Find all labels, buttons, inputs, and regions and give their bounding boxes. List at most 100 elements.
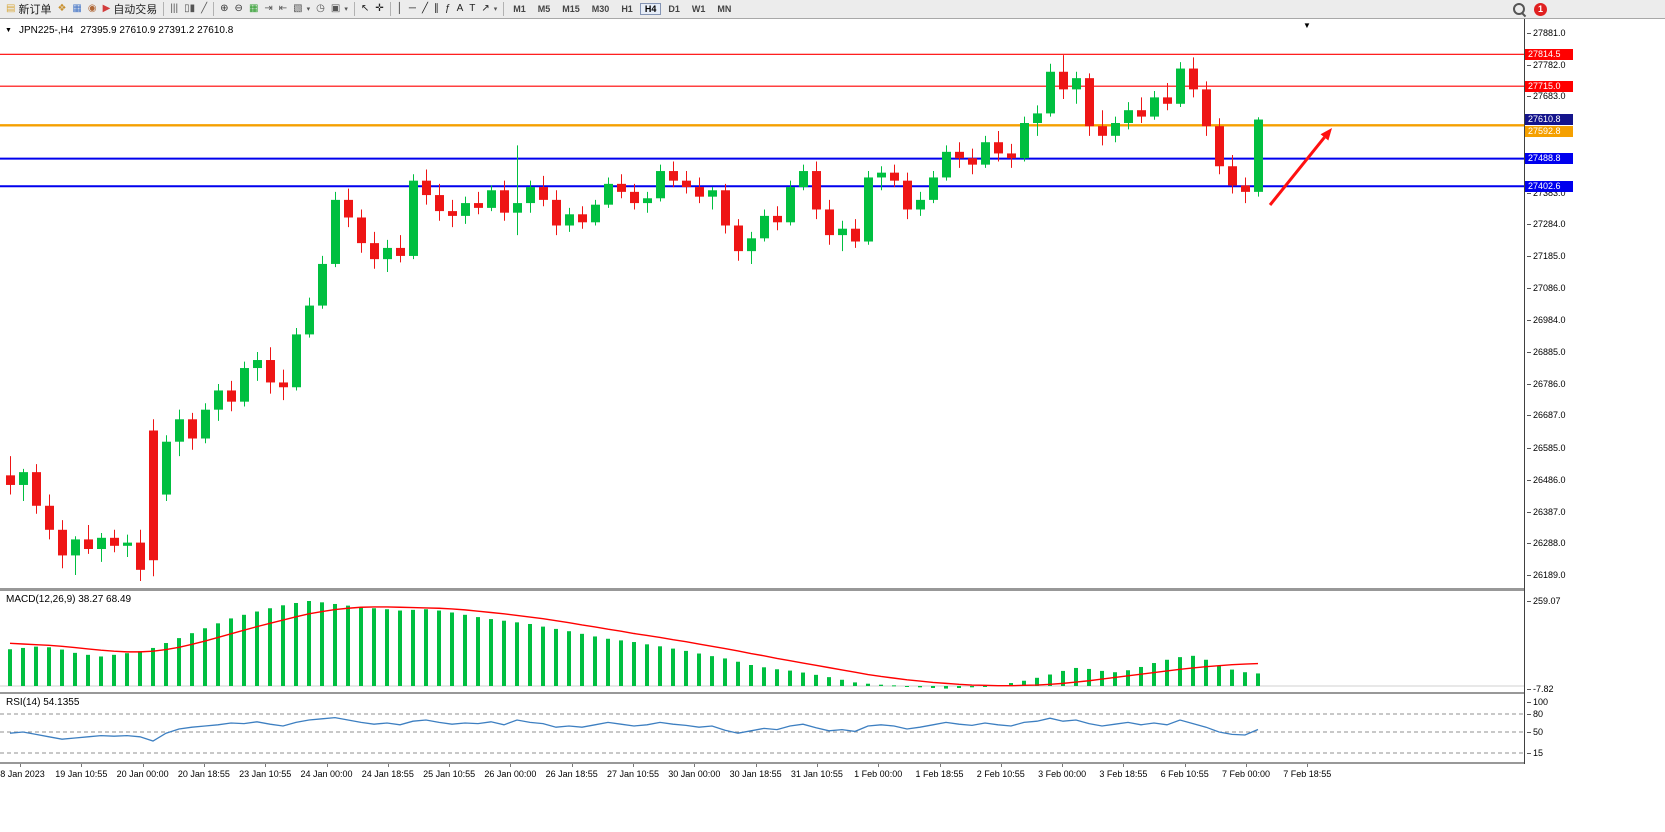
toolbar: ▤ 新订单 ❖ ▦ ◉ ▶ 自动交易 ||| ▯▮ ╱ ⊕ ⊖ ▦ ⇥ ⇤ ▧ ▾ ◷ ▣ ▾ ↖ ✛ │ ─ ╱ ∥ ƒ A T ↗ ▾ M…	[0, 0, 1665, 19]
time-label: 27 Jan 10:55	[606, 769, 660, 779]
toolbar-right: 1	[1512, 2, 1547, 16]
panel-splitter[interactable]	[0, 762, 1665, 764]
rsi-chart[interactable]	[0, 694, 1524, 762]
candle	[539, 175, 548, 207]
zoom-in-button[interactable]: ⊕	[217, 1, 231, 18]
candlestick-chart[interactable]	[0, 19, 1524, 588]
macd-bar	[47, 647, 51, 686]
new-chart-button[interactable]: ▧ ▾	[290, 1, 313, 18]
search-icon[interactable]	[1512, 2, 1526, 16]
horizontal-line-button[interactable]: ─	[406, 1, 419, 18]
line-chart-icon: ╱	[201, 3, 208, 14]
toolbar-separator	[389, 2, 391, 16]
time-label: 3 Feb 18:55	[1099, 769, 1148, 779]
time-tick	[510, 764, 512, 767]
macd-bar	[8, 649, 12, 686]
crosshair-button[interactable]: ✛	[372, 1, 386, 18]
rsi-axis-label: 15	[1527, 748, 1543, 758]
timeframe-M5[interactable]: M5	[537, 4, 551, 14]
timeframe-H1[interactable]: H1	[621, 4, 633, 14]
timeframe-M1[interactable]: M1	[513, 4, 526, 14]
time-label: 25 Jan 10:55	[423, 769, 476, 779]
panel-splitter[interactable]	[0, 692, 1665, 694]
macd-bar	[1256, 673, 1260, 686]
current-price-tag: 27610.8	[1525, 114, 1573, 126]
text-button[interactable]: A	[454, 1, 467, 18]
candle	[500, 180, 509, 221]
timeframe-MN[interactable]: MN	[717, 4, 732, 14]
timeframe-D1[interactable]: D1	[668, 4, 680, 14]
macd-bar	[1243, 672, 1247, 686]
trendline-icon: ╱	[421, 3, 428, 14]
new-order-button-label: 新订单	[18, 4, 52, 16]
timeframe-W1[interactable]: W1	[691, 4, 706, 14]
macd-bar	[463, 614, 467, 686]
timeframe-M15[interactable]: M15	[562, 4, 580, 14]
macd-chart[interactable]	[0, 591, 1524, 692]
text-icon: A	[456, 3, 464, 14]
chart-shift-button[interactable]: ⇤	[276, 1, 290, 18]
autotrading-button[interactable]: ▶ 自动交易	[100, 1, 161, 18]
candlestick-chart-icon: ▯▮	[184, 3, 196, 14]
candle	[305, 297, 314, 338]
timeframe-M30[interactable]: M30	[591, 4, 610, 14]
tile-windows-button[interactable]: ▦	[246, 1, 261, 18]
candle	[1020, 116, 1029, 162]
trend-arrow[interactable]	[1268, 128, 1332, 206]
candles-chart-button[interactable]: ▯▮	[181, 1, 198, 18]
macd-panel[interactable]: MACD(12,26,9) 38.27 68.49	[0, 591, 1524, 692]
macd-bar	[385, 609, 389, 686]
chart-title: ▼ JPN225-,H4 27395.9 27610.9 27391.2 276…	[5, 25, 233, 36]
price-tick-label: 26387.0	[1527, 507, 1566, 517]
macd-bar	[723, 658, 727, 686]
new-order-button[interactable]: ▤ 新订单	[3, 1, 54, 18]
text-label-button[interactable]: T	[466, 1, 478, 18]
price-tick-label: 26486.0	[1527, 475, 1566, 485]
main-chart-panel[interactable]: ▼ JPN225-,H4 27395.9 27610.9 27391.2 276…	[0, 19, 1524, 588]
auto-scroll-button[interactable]: ⇥	[261, 1, 275, 18]
macd-bar	[749, 665, 753, 686]
zoom-out-button[interactable]: ⊖	[232, 1, 246, 18]
line-chart-button[interactable]: ╱	[198, 1, 210, 18]
candle	[32, 464, 41, 514]
candle	[227, 380, 236, 412]
macd-bar	[892, 685, 896, 687]
channel-button[interactable]: ∥	[431, 1, 442, 18]
candle	[851, 219, 860, 248]
candle	[201, 403, 210, 444]
profiles-button[interactable]: ❖	[54, 1, 69, 18]
time-periods-button[interactable]: ◷	[313, 1, 328, 18]
candle	[981, 135, 990, 168]
fibonacci-button[interactable]: ƒ	[442, 1, 454, 18]
trendline-button[interactable]: ╱	[419, 1, 431, 18]
zoom-out-icon: ⊖	[234, 3, 243, 14]
rsi-panel[interactable]: RSI(14) 54.1355	[0, 694, 1524, 762]
macd-bar	[528, 623, 532, 686]
price-tick-label: 27086.0	[1527, 283, 1566, 293]
time-tick	[142, 764, 144, 767]
timeframe-H4[interactable]: H4	[639, 3, 662, 15]
macd-bar	[450, 612, 454, 686]
time-tick	[1246, 764, 1247, 767]
macd-bar	[1139, 666, 1143, 686]
notification-badge[interactable]: 1	[1534, 2, 1547, 16]
time-axis[interactable]: 18 Jan 2023 19 Jan 10:55 20 Jan 00:00 20 Ja…	[0, 764, 1665, 832]
alerts-button[interactable]: ◉	[85, 1, 100, 18]
market-watch-button[interactable]: ▦	[69, 1, 84, 18]
new-order-icon: ▤	[6, 3, 16, 14]
candle	[422, 169, 431, 205]
macd-bar	[307, 601, 311, 686]
arrows-button[interactable]: ↗ ▾	[478, 1, 500, 18]
vertical-line-button[interactable]: │	[394, 1, 406, 18]
panel-splitter[interactable]	[0, 588, 1665, 591]
cursor-button[interactable]: ↖	[358, 1, 372, 18]
price-axis[interactable]: 27881.0 27782.0 27683.0 27383.0 27284.0 27185…	[1524, 19, 1665, 764]
collapse-triangle-icon[interactable]: ▼	[5, 27, 12, 34]
snapshot-button[interactable]: ▣ ▾	[328, 1, 351, 18]
candle	[1163, 82, 1172, 111]
time-tick	[449, 764, 451, 767]
bars-chart-button[interactable]: |||	[167, 1, 181, 18]
macd-bar	[970, 686, 974, 688]
candle	[578, 206, 587, 229]
